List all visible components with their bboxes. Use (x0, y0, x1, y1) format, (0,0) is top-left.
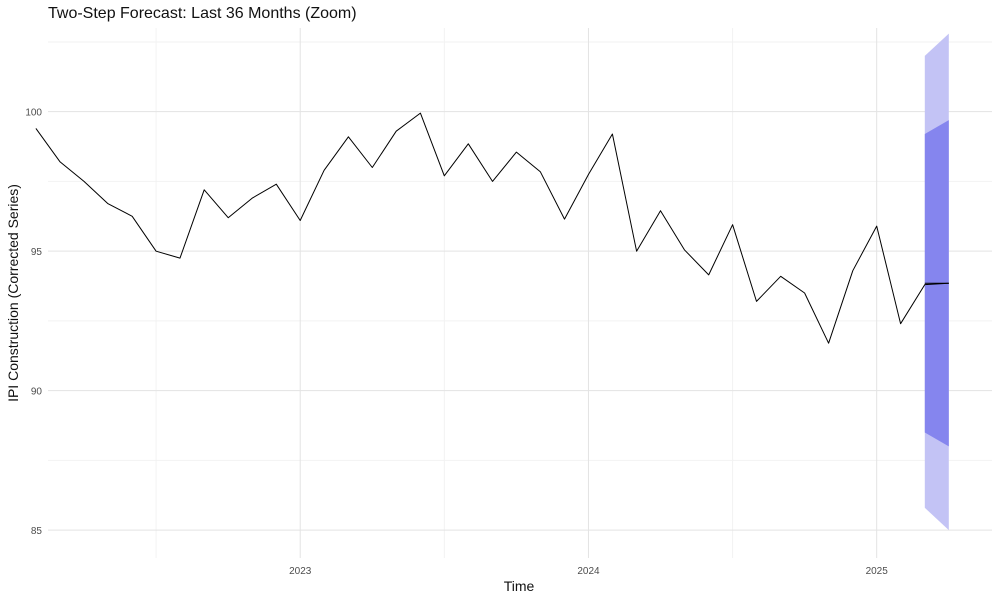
series-lines (35, 112, 949, 344)
x-axis-title: Time (504, 578, 535, 594)
grid (48, 28, 992, 558)
x-tick-label: 2024 (577, 566, 600, 577)
y-tick-label: 100 (25, 108, 42, 119)
observed-series-line (35, 112, 949, 344)
forecast-bands (924, 33, 949, 531)
tick-labels: 85 90 95 100 2023 2024 2025 (25, 108, 888, 577)
x-tick-label: 2025 (866, 566, 889, 577)
y-tick-label: 90 (31, 387, 43, 398)
y-tick-label: 85 (31, 526, 43, 537)
x-tick-label: 2023 (289, 566, 312, 577)
chart-title: Two-Step Forecast: Last 36 Months (Zoom) (48, 5, 357, 22)
y-tick-label: 95 (31, 247, 43, 258)
y-axis-title: IPI Construction (Corrected Series) (5, 184, 21, 402)
